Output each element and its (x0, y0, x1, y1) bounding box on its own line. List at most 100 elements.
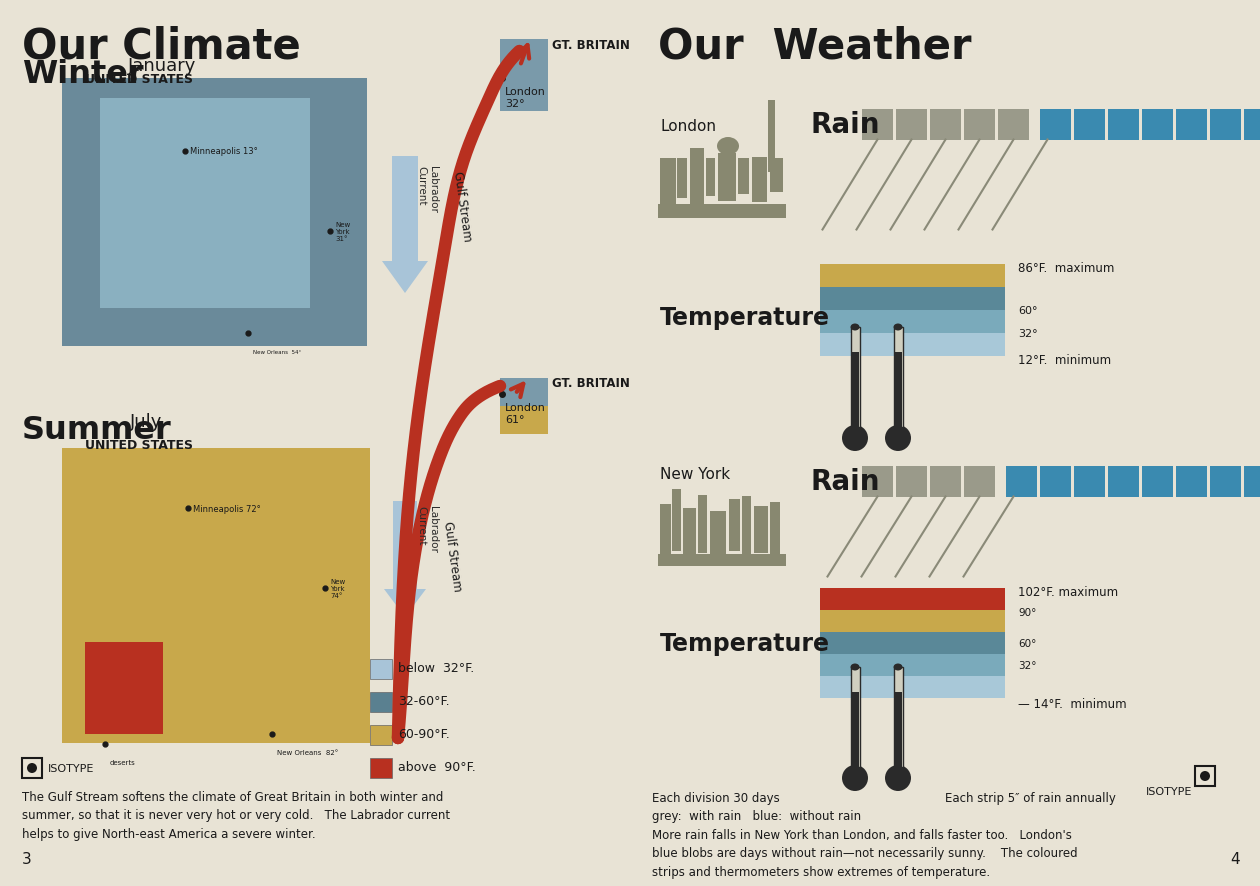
Bar (706, 159, 714, 197)
Bar (1176, 109, 1207, 140)
Bar (852, 692, 858, 767)
Ellipse shape (850, 324, 859, 331)
Text: 3: 3 (21, 851, 32, 866)
Text: Each strip 5″ of rain annually: Each strip 5″ of rain annually (945, 791, 1116, 804)
Text: Our Climate: Our Climate (21, 25, 301, 67)
Text: UNITED STATES: UNITED STATES (84, 73, 193, 86)
Bar (370, 725, 392, 745)
Text: 12°F.  minimum: 12°F. minimum (1018, 354, 1111, 367)
Text: New
York
74°: New York 74° (330, 579, 345, 598)
Text: Rain: Rain (810, 468, 879, 495)
Bar (820, 311, 1005, 334)
Text: Rain: Rain (810, 111, 879, 139)
Bar (21, 758, 42, 778)
Text: 60-90°F.: 60-90°F. (398, 727, 450, 741)
Bar (930, 109, 961, 140)
Text: July: July (130, 413, 163, 431)
Bar (862, 466, 893, 497)
Text: above  90°F.: above 90°F. (398, 761, 476, 773)
Bar (709, 511, 726, 556)
Bar (998, 109, 1029, 140)
Text: January: January (129, 57, 197, 75)
Text: Temperature: Temperature (660, 632, 830, 656)
Bar (500, 407, 548, 434)
Bar (820, 288, 1005, 311)
Bar (1074, 109, 1105, 140)
Bar (820, 654, 1005, 676)
Bar (752, 158, 767, 203)
Bar (500, 40, 548, 112)
Ellipse shape (893, 664, 902, 671)
Text: London
32°: London 32° (505, 87, 546, 108)
Text: Minneapolis 13°: Minneapolis 13° (190, 147, 258, 156)
Bar (730, 500, 740, 551)
Text: New
York
31°: New York 31° (335, 222, 350, 242)
Text: 32°: 32° (1018, 660, 1037, 670)
Text: 90°: 90° (1018, 607, 1037, 618)
Bar (370, 659, 392, 680)
Bar (1210, 466, 1241, 497)
FancyArrow shape (384, 501, 426, 618)
Text: Labrador
Current: Labrador Current (416, 166, 437, 213)
Bar (742, 496, 751, 556)
Bar (1040, 109, 1071, 140)
Bar (850, 328, 859, 428)
Ellipse shape (850, 664, 859, 671)
Bar (930, 466, 961, 497)
Text: ISOTYPE: ISOTYPE (1145, 786, 1192, 797)
Text: New Orleans  82°: New Orleans 82° (277, 750, 338, 755)
Bar (690, 149, 704, 206)
Text: Minneapolis 72°: Minneapolis 72° (193, 504, 261, 513)
Text: 32-60°F.: 32-60°F. (398, 695, 450, 708)
Text: The Gulf Stream softens the climate of Great Britain in both winter and
summer, : The Gulf Stream softens the climate of G… (21, 790, 450, 840)
Bar (660, 159, 677, 206)
Bar (895, 692, 901, 767)
Bar (820, 610, 1005, 633)
Bar (658, 205, 786, 219)
Bar (896, 466, 927, 497)
Text: 32°: 32° (1018, 329, 1038, 338)
Bar (1194, 766, 1215, 786)
Bar (660, 504, 672, 556)
Bar (820, 265, 1005, 288)
Text: 4: 4 (1230, 851, 1240, 866)
Bar (672, 489, 680, 551)
Text: Winter: Winter (21, 59, 144, 89)
Bar (370, 758, 392, 778)
Text: GT. BRITAIN: GT. BRITAIN (552, 39, 630, 52)
Text: 60°: 60° (1018, 638, 1037, 649)
Bar (852, 353, 858, 428)
Text: 86°F.  maximum: 86°F. maximum (1018, 262, 1114, 276)
Bar (1210, 109, 1241, 140)
FancyArrow shape (382, 157, 428, 293)
Circle shape (885, 766, 911, 791)
Bar (1244, 109, 1260, 140)
Circle shape (26, 763, 37, 773)
Circle shape (885, 425, 911, 452)
Text: Each division 30 days
grey:  with rain   blue:  without rain: Each division 30 days grey: with rain bl… (651, 791, 861, 822)
Bar (820, 334, 1005, 356)
Bar (769, 101, 775, 173)
Ellipse shape (717, 138, 740, 156)
Text: Gulf Stream: Gulf Stream (441, 520, 464, 592)
Bar (698, 495, 707, 554)
Bar (738, 159, 748, 195)
Ellipse shape (893, 324, 902, 331)
Text: Temperature: Temperature (660, 305, 830, 329)
Bar (1176, 466, 1207, 497)
Text: 60°: 60° (1018, 306, 1037, 315)
Text: deserts: deserts (110, 759, 136, 766)
Text: More rain falls in New York than London, and falls faster too.   London's
blue b: More rain falls in New York than London,… (651, 828, 1077, 878)
Text: below  32°F.: below 32°F. (398, 662, 474, 675)
Text: Our  Weather: Our Weather (658, 25, 971, 67)
Bar (893, 667, 902, 767)
Bar (1040, 466, 1071, 497)
Bar (850, 667, 859, 767)
Bar (893, 328, 902, 428)
Bar (1244, 466, 1260, 497)
Text: Gulf Stream: Gulf Stream (451, 171, 474, 243)
Bar (683, 509, 696, 556)
Bar (770, 502, 780, 556)
Bar (1005, 466, 1037, 497)
Circle shape (842, 425, 868, 452)
